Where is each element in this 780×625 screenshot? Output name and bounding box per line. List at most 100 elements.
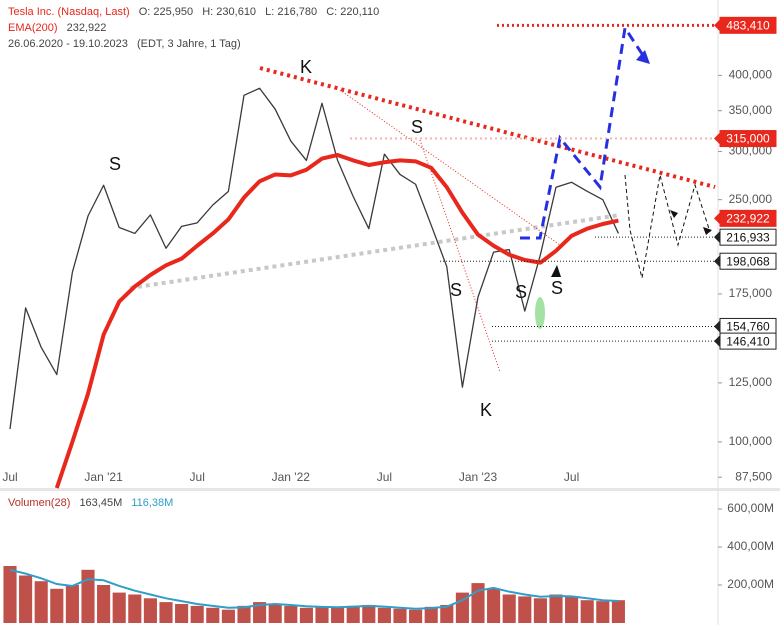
volume-bar [393, 608, 407, 623]
pane-separator [0, 488, 780, 491]
volume-bar [221, 609, 235, 623]
volume-bar [377, 607, 391, 623]
y-tick-label: 100,000 [729, 434, 773, 448]
y-tick-label: 400,000 [729, 68, 773, 82]
legend-entry: EMA(200) [8, 22, 58, 34]
volume-bar [206, 607, 220, 623]
title: Tesla Inc. (Nasdaq, Last) [8, 6, 130, 18]
x-tick-label: Jan '21 [84, 470, 123, 484]
range-note: (EDT, 3 Jahre, 1 Tag) [136, 38, 241, 50]
arrow-head [551, 265, 561, 277]
level-label: 146,410 [726, 334, 770, 348]
arrow-head [670, 210, 678, 218]
level-label: 232,922 [726, 212, 770, 226]
highlight [535, 297, 545, 329]
volume-bar [533, 598, 547, 623]
y-tick-label: 400,00M [727, 539, 774, 553]
ema-line [54, 153, 619, 489]
pattern-label: S [515, 282, 527, 302]
volume-bar [299, 607, 313, 623]
level-pointer [714, 320, 720, 333]
ohlc: H: 230,610 [202, 6, 257, 18]
resistance-trendline [259, 66, 716, 189]
level-label: 216,933 [726, 230, 770, 244]
volume-bar [112, 592, 126, 623]
x-tick-label: Jul [564, 470, 579, 484]
arrow-head [703, 227, 712, 235]
y-tick-label: 175,000 [729, 286, 773, 300]
pattern-label: S [450, 280, 462, 300]
ohlc: O: 225,950 [138, 6, 194, 18]
volume-bar [159, 602, 173, 623]
volume-bar [34, 581, 48, 623]
volume-bar [362, 604, 376, 623]
ohlc: C: 220,110 [326, 6, 380, 18]
scenario-path [624, 174, 711, 279]
volume-bar [518, 596, 532, 623]
volume-bar [19, 575, 33, 623]
x-tick-label: Jan '22 [272, 470, 311, 484]
volume-bar [424, 606, 438, 623]
volume-bar [81, 569, 95, 623]
y-tick-label: 125,000 [729, 375, 773, 389]
volume-bar [487, 588, 501, 623]
volume-bar [331, 607, 345, 623]
level-pointer [714, 335, 720, 348]
level-label: 198,068 [726, 254, 770, 268]
legend-line: EMA(200) 232,922 [8, 22, 112, 34]
volume-bar [596, 601, 610, 623]
level-pointer [714, 255, 720, 268]
volume-bar [50, 588, 64, 623]
projection-path [520, 23, 648, 240]
header-line: Tesla Inc. (Nasdaq, Last) O: 225,950 H: … [8, 6, 385, 18]
volume-bar [611, 600, 625, 623]
level-pointer [714, 19, 720, 32]
volume-bar [128, 594, 142, 623]
volume-bar [175, 604, 189, 623]
y-tick-label: 250,000 [729, 192, 773, 206]
x-tick-label: Jul [190, 470, 205, 484]
y-tick-label: 350,000 [729, 103, 773, 117]
level-pointer [714, 212, 720, 225]
level-label: 483,410 [726, 18, 770, 32]
legend-value: 116,38M [131, 497, 174, 509]
volume-bar [268, 604, 282, 623]
thin-trendline [419, 139, 501, 373]
volume-bar [65, 585, 79, 623]
x-tick-label: Jul [2, 470, 17, 484]
pattern-label: S [109, 154, 121, 174]
pattern-label: K [300, 57, 312, 77]
volume-bar [97, 585, 111, 623]
level-label: 315,000 [726, 132, 770, 146]
thin-trendline [339, 89, 561, 246]
y-tick-label: 300,000 [729, 144, 773, 158]
x-tick-label: Jul [377, 470, 392, 484]
volume-bar [409, 609, 423, 623]
legend-entry: Volumen(28) [8, 497, 71, 509]
volume-bar [565, 596, 579, 623]
pattern-label: K [480, 400, 492, 420]
y-tick-label: 200,00M [727, 577, 774, 591]
volume-bar [455, 592, 469, 623]
volume-bar [3, 566, 17, 623]
date-range: 26.06.2020 - 19.10.2023 [8, 38, 128, 50]
legend-value: 163,45M [79, 497, 123, 509]
volume-bar [237, 605, 251, 623]
volume-bar [253, 602, 267, 623]
pattern-label: S [411, 117, 423, 137]
volume-bar [284, 605, 298, 623]
legend-value: 232,922 [66, 22, 107, 34]
level-label: 154,760 [726, 320, 770, 334]
range-line: 26.06.2020 - 19.10.2023 (EDT, 3 Jahre, 1… [8, 38, 247, 50]
volume-bar [315, 606, 329, 623]
level-pointer [714, 132, 720, 145]
pattern-label: S [551, 278, 563, 298]
x-tick-label: Jan '23 [459, 470, 498, 484]
level-pointer [714, 231, 720, 244]
y-tick-label: 87,500 [735, 469, 772, 483]
volume-average [9, 568, 619, 610]
volume-bar [143, 598, 157, 623]
volume-bar [580, 600, 594, 623]
